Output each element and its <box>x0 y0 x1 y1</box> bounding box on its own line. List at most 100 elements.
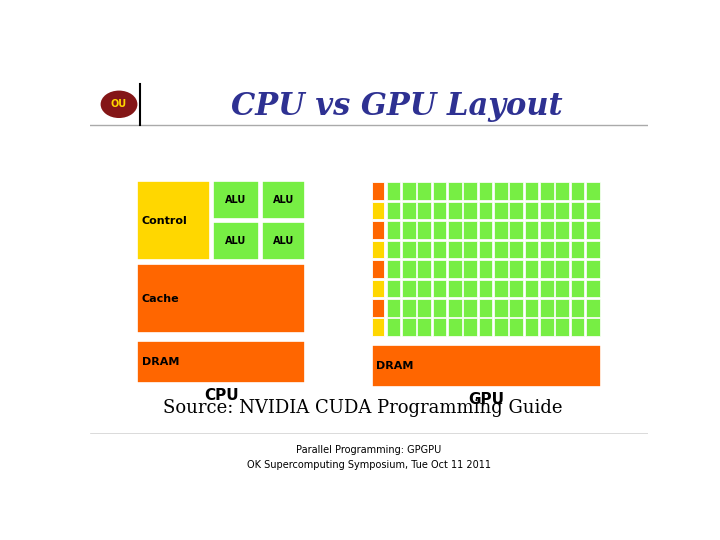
Bar <box>402 260 415 278</box>
Bar <box>418 240 431 258</box>
Bar <box>387 182 400 200</box>
Bar <box>509 240 523 258</box>
Bar <box>540 182 554 200</box>
Bar <box>540 221 554 239</box>
Bar <box>494 280 508 298</box>
Bar <box>509 182 523 200</box>
Bar <box>138 265 305 333</box>
Bar <box>509 201 523 219</box>
Bar <box>509 319 523 336</box>
Bar <box>571 319 585 336</box>
Bar <box>387 240 400 258</box>
Bar <box>586 299 600 317</box>
Bar <box>586 240 600 258</box>
Bar <box>433 299 446 317</box>
Bar <box>387 319 400 336</box>
Bar <box>540 299 554 317</box>
Bar <box>540 201 554 219</box>
Text: GPU: GPU <box>468 392 504 407</box>
Bar <box>555 280 569 298</box>
Text: OU: OU <box>111 99 127 109</box>
Bar <box>402 299 415 317</box>
Bar <box>494 299 508 317</box>
Bar <box>418 319 431 336</box>
Bar <box>494 182 508 200</box>
Bar <box>418 260 431 278</box>
Bar <box>262 222 305 260</box>
Bar <box>540 280 554 298</box>
Bar <box>509 280 523 298</box>
Text: ALU: ALU <box>225 195 246 205</box>
Bar <box>402 319 415 336</box>
Bar <box>387 260 400 278</box>
Bar <box>372 346 600 387</box>
Bar <box>372 240 384 258</box>
Bar <box>387 221 400 239</box>
Bar <box>372 182 384 200</box>
Bar <box>463 299 477 317</box>
Bar <box>463 201 477 219</box>
Bar <box>509 260 523 278</box>
Bar <box>586 182 600 200</box>
Bar <box>525 221 539 239</box>
Bar <box>555 221 569 239</box>
Bar <box>555 260 569 278</box>
Bar <box>555 201 569 219</box>
Bar <box>586 221 600 239</box>
Text: DRAM: DRAM <box>142 357 179 367</box>
Bar <box>418 221 431 239</box>
Bar <box>555 240 569 258</box>
Bar <box>433 319 446 336</box>
Bar <box>262 181 305 219</box>
Bar <box>540 240 554 258</box>
Bar <box>571 201 585 219</box>
Bar <box>525 319 539 336</box>
Bar <box>525 280 539 298</box>
Text: DRAM: DRAM <box>377 361 413 372</box>
Bar <box>479 319 492 336</box>
Bar <box>418 201 431 219</box>
Bar <box>494 201 508 219</box>
Bar <box>402 240 415 258</box>
Text: Parallel Programming: GPGPU
OK Supercomputing Symposium, Tue Oct 11 2011: Parallel Programming: GPGPU OK Supercomp… <box>247 446 491 470</box>
Bar <box>525 240 539 258</box>
Bar <box>586 260 600 278</box>
Bar <box>433 201 446 219</box>
Bar <box>138 341 305 383</box>
Bar <box>448 221 462 239</box>
Text: ALU: ALU <box>273 195 294 205</box>
Bar <box>138 181 210 260</box>
Bar <box>448 319 462 336</box>
Bar <box>387 299 400 317</box>
Bar <box>448 201 462 219</box>
Bar <box>571 240 585 258</box>
Bar <box>571 299 585 317</box>
Text: Control: Control <box>142 215 188 226</box>
Text: Cache: Cache <box>142 294 179 303</box>
Bar <box>387 201 400 219</box>
Bar <box>448 260 462 278</box>
Bar <box>463 260 477 278</box>
Bar <box>586 201 600 219</box>
Bar <box>586 319 600 336</box>
Bar <box>555 319 569 336</box>
Bar <box>479 299 492 317</box>
Text: Source: NVIDIA CUDA Programming Guide: Source: NVIDIA CUDA Programming Guide <box>163 399 562 417</box>
Bar <box>433 280 446 298</box>
Bar <box>571 182 585 200</box>
Bar <box>463 221 477 239</box>
Bar <box>479 240 492 258</box>
Bar <box>463 280 477 298</box>
Bar <box>448 182 462 200</box>
Bar <box>433 182 446 200</box>
Bar <box>448 299 462 317</box>
Bar <box>479 260 492 278</box>
Bar <box>213 222 258 260</box>
Bar <box>479 280 492 298</box>
Bar <box>494 319 508 336</box>
Bar <box>509 299 523 317</box>
Bar <box>372 280 384 298</box>
Bar <box>463 182 477 200</box>
Bar <box>402 221 415 239</box>
Bar <box>402 280 415 298</box>
